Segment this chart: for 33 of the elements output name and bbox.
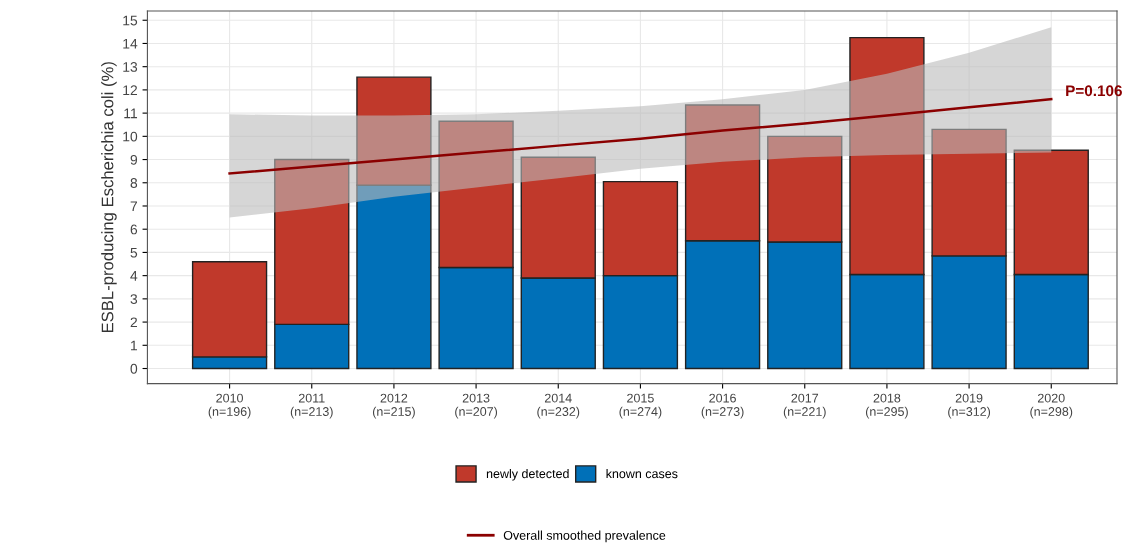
y-tick-label: 9 (130, 154, 138, 165)
x-tick-label: 2010 (n=196) (208, 393, 251, 419)
y-tick-label: 12 (123, 85, 137, 95)
x-tick-label: 2020 (n=298) (1030, 393, 1073, 419)
y-tick-label: 10 (123, 131, 138, 142)
y-tick-label: 5 (130, 247, 138, 258)
y-tick-label: 6 (130, 224, 138, 235)
x-tick-label: 2013 (n=207) (455, 393, 498, 419)
y-tick-label: 3 (130, 294, 138, 305)
x-tick-label: 2014 (n=232) (537, 393, 580, 419)
x-tick-label: 2018 (n=295) (865, 393, 908, 419)
legend-label: newly detected (486, 468, 569, 481)
y-tick-label: 0 (130, 363, 138, 374)
x-tick-label: 2019 (n=312) (948, 393, 991, 419)
x-tick-label: 2011 (n=213) (290, 393, 333, 419)
y-tick-label: 2 (130, 317, 137, 328)
y-tick-label: 13 (123, 62, 138, 72)
y-tick-label: 1 (131, 340, 138, 351)
y-tick-label: 14 (123, 38, 138, 49)
x-tick-label: 2012 (n=215) (372, 393, 415, 419)
y-tick-label: 15 (123, 15, 138, 26)
y-axis-title: ESBL-producing Escherichia coli (%) (101, 62, 117, 333)
annotation: P=0.106 (1066, 85, 1122, 97)
x-tick-label: 2015 (n=274) (619, 393, 662, 419)
x-tick-label: 2017 (n=221) (783, 393, 826, 419)
legend-label: Overall smoothed prevalence (503, 530, 666, 543)
y-tick-label: 4 (130, 271, 138, 281)
y-tick-label: 11 (124, 108, 138, 119)
y-tick-label: 8 (130, 178, 138, 188)
x-tick-label: 2016 (n=273) (701, 393, 744, 419)
line-series (228, 97, 1053, 175)
legend-label: known cases (606, 468, 678, 479)
y-tick-label: 7 (130, 201, 137, 212)
